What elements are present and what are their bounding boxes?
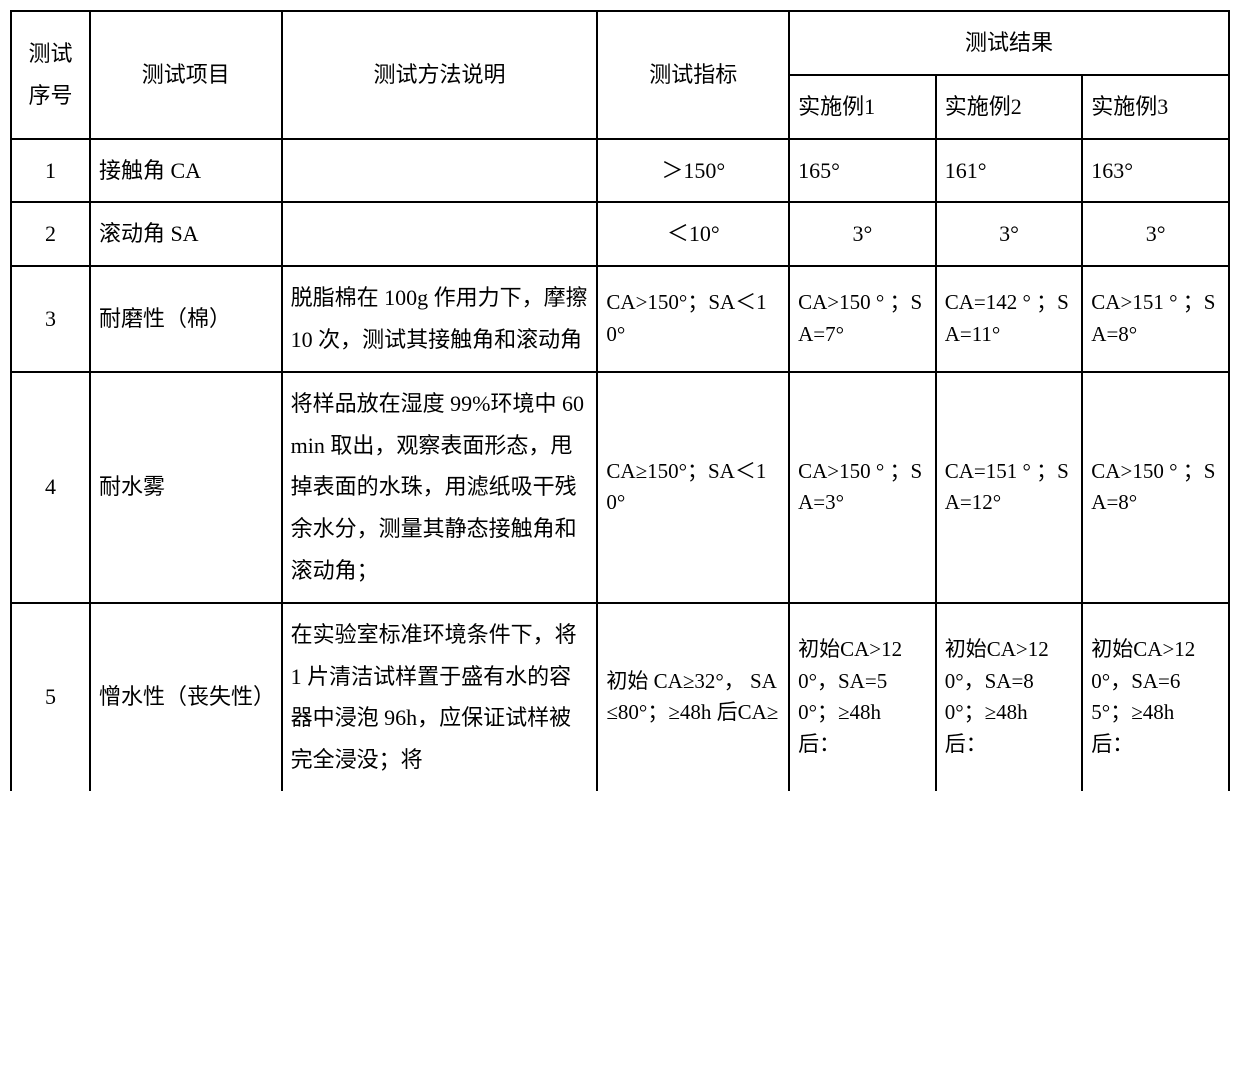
header-seq: 测试序号 <box>11 11 90 139</box>
cell-r1: 初始CA>120°，SA=50°；≥48h 后： <box>789 603 936 791</box>
cell-item: 耐磨性（棉） <box>90 266 282 372</box>
cell-r3: CA>151 ° ；SA=8° <box>1082 266 1229 372</box>
cell-r3: 3° <box>1082 202 1229 266</box>
cell-method: 在实验室标准环境条件下，将 1 片清洁试样置于盛有水的容器中浸泡 96h，应保证… <box>282 603 598 791</box>
header-r2: 实施例2 <box>936 75 1083 139</box>
cell-spec: CA>150°；SA＜10° <box>597 266 789 372</box>
cell-method <box>282 139 598 203</box>
cell-r1: 165° <box>789 139 936 203</box>
cell-method: 将样品放在湿度 99%环境中 60min 取出，观察表面形态，甩掉表面的水珠，用… <box>282 372 598 603</box>
cell-r1: 3° <box>789 202 936 266</box>
cell-r2: 初始CA>120°，SA=80°；≥48h 后： <box>936 603 1083 791</box>
cell-item: 接触角 CA <box>90 139 282 203</box>
header-spec: 测试指标 <box>597 11 789 139</box>
cell-seq: 1 <box>11 139 90 203</box>
test-results-table: 测试序号 测试项目 测试方法说明 测试指标 测试结果 实施例1 实施例2 实施例… <box>10 10 1230 791</box>
cell-r2: CA=142 ° ；SA=11° <box>936 266 1083 372</box>
cell-seq: 4 <box>11 372 90 603</box>
cell-item: 耐水雾 <box>90 372 282 603</box>
header-method: 测试方法说明 <box>282 11 598 139</box>
table-row: 3 耐磨性（棉） 脱脂棉在 100g 作用力下，摩擦 10 次，测试其接触角和滚… <box>11 266 1229 372</box>
header-r3: 实施例3 <box>1082 75 1229 139</box>
cell-item: 滚动角 SA <box>90 202 282 266</box>
cell-seq: 2 <box>11 202 90 266</box>
cell-r2: CA=151 ° ；SA=12° <box>936 372 1083 603</box>
cell-spec: CA≥150°；SA＜10° <box>597 372 789 603</box>
cell-method: 脱脂棉在 100g 作用力下，摩擦 10 次，测试其接触角和滚动角 <box>282 266 598 372</box>
cell-seq: 3 <box>11 266 90 372</box>
cell-spec: 初始 CA≥32°， SA≤80°；≥48h 后CA≥ <box>597 603 789 791</box>
table-header-row-1: 测试序号 测试项目 测试方法说明 测试指标 测试结果 <box>11 11 1229 75</box>
table-row: 4 耐水雾 将样品放在湿度 99%环境中 60min 取出，观察表面形态，甩掉表… <box>11 372 1229 603</box>
header-r1: 实施例1 <box>789 75 936 139</box>
cell-r1: CA>150 ° ；SA=7° <box>789 266 936 372</box>
cell-r3: 初始CA>120°，SA=65°；≥48h 后： <box>1082 603 1229 791</box>
cell-spec: ＜10° <box>597 202 789 266</box>
table-row: 2 滚动角 SA ＜10° 3° 3° 3° <box>11 202 1229 266</box>
cell-r2: 3° <box>936 202 1083 266</box>
cell-r3: CA>150 ° ；SA=8° <box>1082 372 1229 603</box>
header-item: 测试项目 <box>90 11 282 139</box>
cell-r1: CA>150 ° ；SA=3° <box>789 372 936 603</box>
header-results-group: 测试结果 <box>789 11 1229 75</box>
table-row: 5 憎水性（丧失性） 在实验室标准环境条件下，将 1 片清洁试样置于盛有水的容器… <box>11 603 1229 791</box>
cell-item: 憎水性（丧失性） <box>90 603 282 791</box>
cell-r2: 161° <box>936 139 1083 203</box>
cell-seq: 5 <box>11 603 90 791</box>
table-row: 1 接触角 CA ＞150° 165° 161° 163° <box>11 139 1229 203</box>
cell-spec: ＞150° <box>597 139 789 203</box>
cell-r3: 163° <box>1082 139 1229 203</box>
cell-method <box>282 202 598 266</box>
